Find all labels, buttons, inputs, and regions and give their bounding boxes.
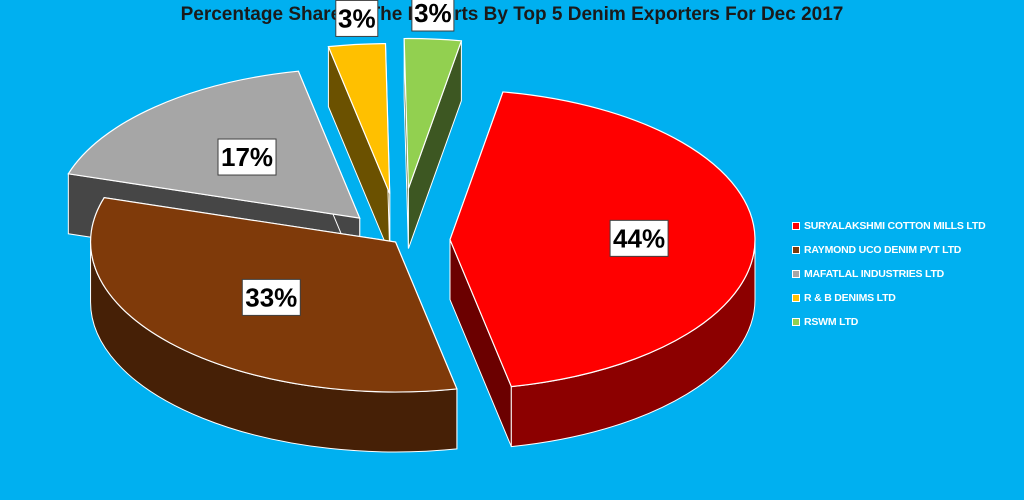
legend-item: R & B DENIMS LTD bbox=[792, 286, 985, 310]
legend-item: RSWM LTD bbox=[792, 310, 985, 334]
legend-label: MAFATLAL INDUSTRIES LTD bbox=[804, 268, 945, 280]
legend-item: MAFATLAL INDUSTRIES LTD bbox=[792, 262, 985, 286]
legend-label: R & B DENIMS LTD bbox=[804, 292, 896, 304]
chart-legend: SURYALAKSHMI COTTON MILLS LTD RAYMOND UCO… bbox=[792, 214, 986, 334]
pie-slice-4-top bbox=[327, 42, 391, 194]
data-label-1: 44% bbox=[609, 219, 669, 257]
data-label-box bbox=[335, 0, 379, 37]
legend-label: RAYMOND UCO DENIM PVT LTD bbox=[804, 244, 962, 256]
pie-slice-3-top bbox=[67, 70, 361, 219]
data-label-box bbox=[241, 278, 301, 316]
legend-swatch bbox=[792, 294, 800, 302]
data-label-text: 33% bbox=[245, 282, 297, 312]
data-label-text: 17% bbox=[221, 142, 273, 172]
pie-slice-4 bbox=[327, 42, 391, 254]
data-label-2: 33% bbox=[241, 278, 301, 316]
data-label-box bbox=[609, 219, 669, 257]
legend-label: SURYALAKSHMI COTTON MILLS LTD bbox=[804, 220, 986, 232]
data-label-box bbox=[411, 0, 455, 32]
pie-slice-5-top bbox=[403, 37, 463, 189]
pie-slice-1-top bbox=[449, 91, 756, 388]
data-label-text: 3% bbox=[414, 0, 452, 28]
data-label-text: 44% bbox=[613, 223, 665, 253]
legend-swatch bbox=[792, 246, 800, 254]
pie-slice-5 bbox=[403, 37, 463, 249]
legend-item: RAYMOND UCO DENIM PVT LTD bbox=[792, 238, 985, 262]
legend-item: SURYALAKSHMI COTTON MILLS LTD bbox=[792, 214, 986, 238]
legend-label: RSWM LTD bbox=[804, 316, 859, 328]
pie-slice-1 bbox=[449, 91, 756, 448]
legend-swatch bbox=[792, 270, 800, 278]
pie-slice-2 bbox=[90, 196, 458, 453]
data-label-3: 17% bbox=[217, 138, 277, 176]
data-label-4: 3% bbox=[335, 0, 379, 37]
data-label-box bbox=[217, 138, 277, 176]
legend-swatch bbox=[792, 222, 800, 230]
data-label-text: 3% bbox=[338, 3, 376, 33]
data-label-5: 3% bbox=[411, 0, 455, 32]
legend-swatch bbox=[792, 318, 800, 326]
